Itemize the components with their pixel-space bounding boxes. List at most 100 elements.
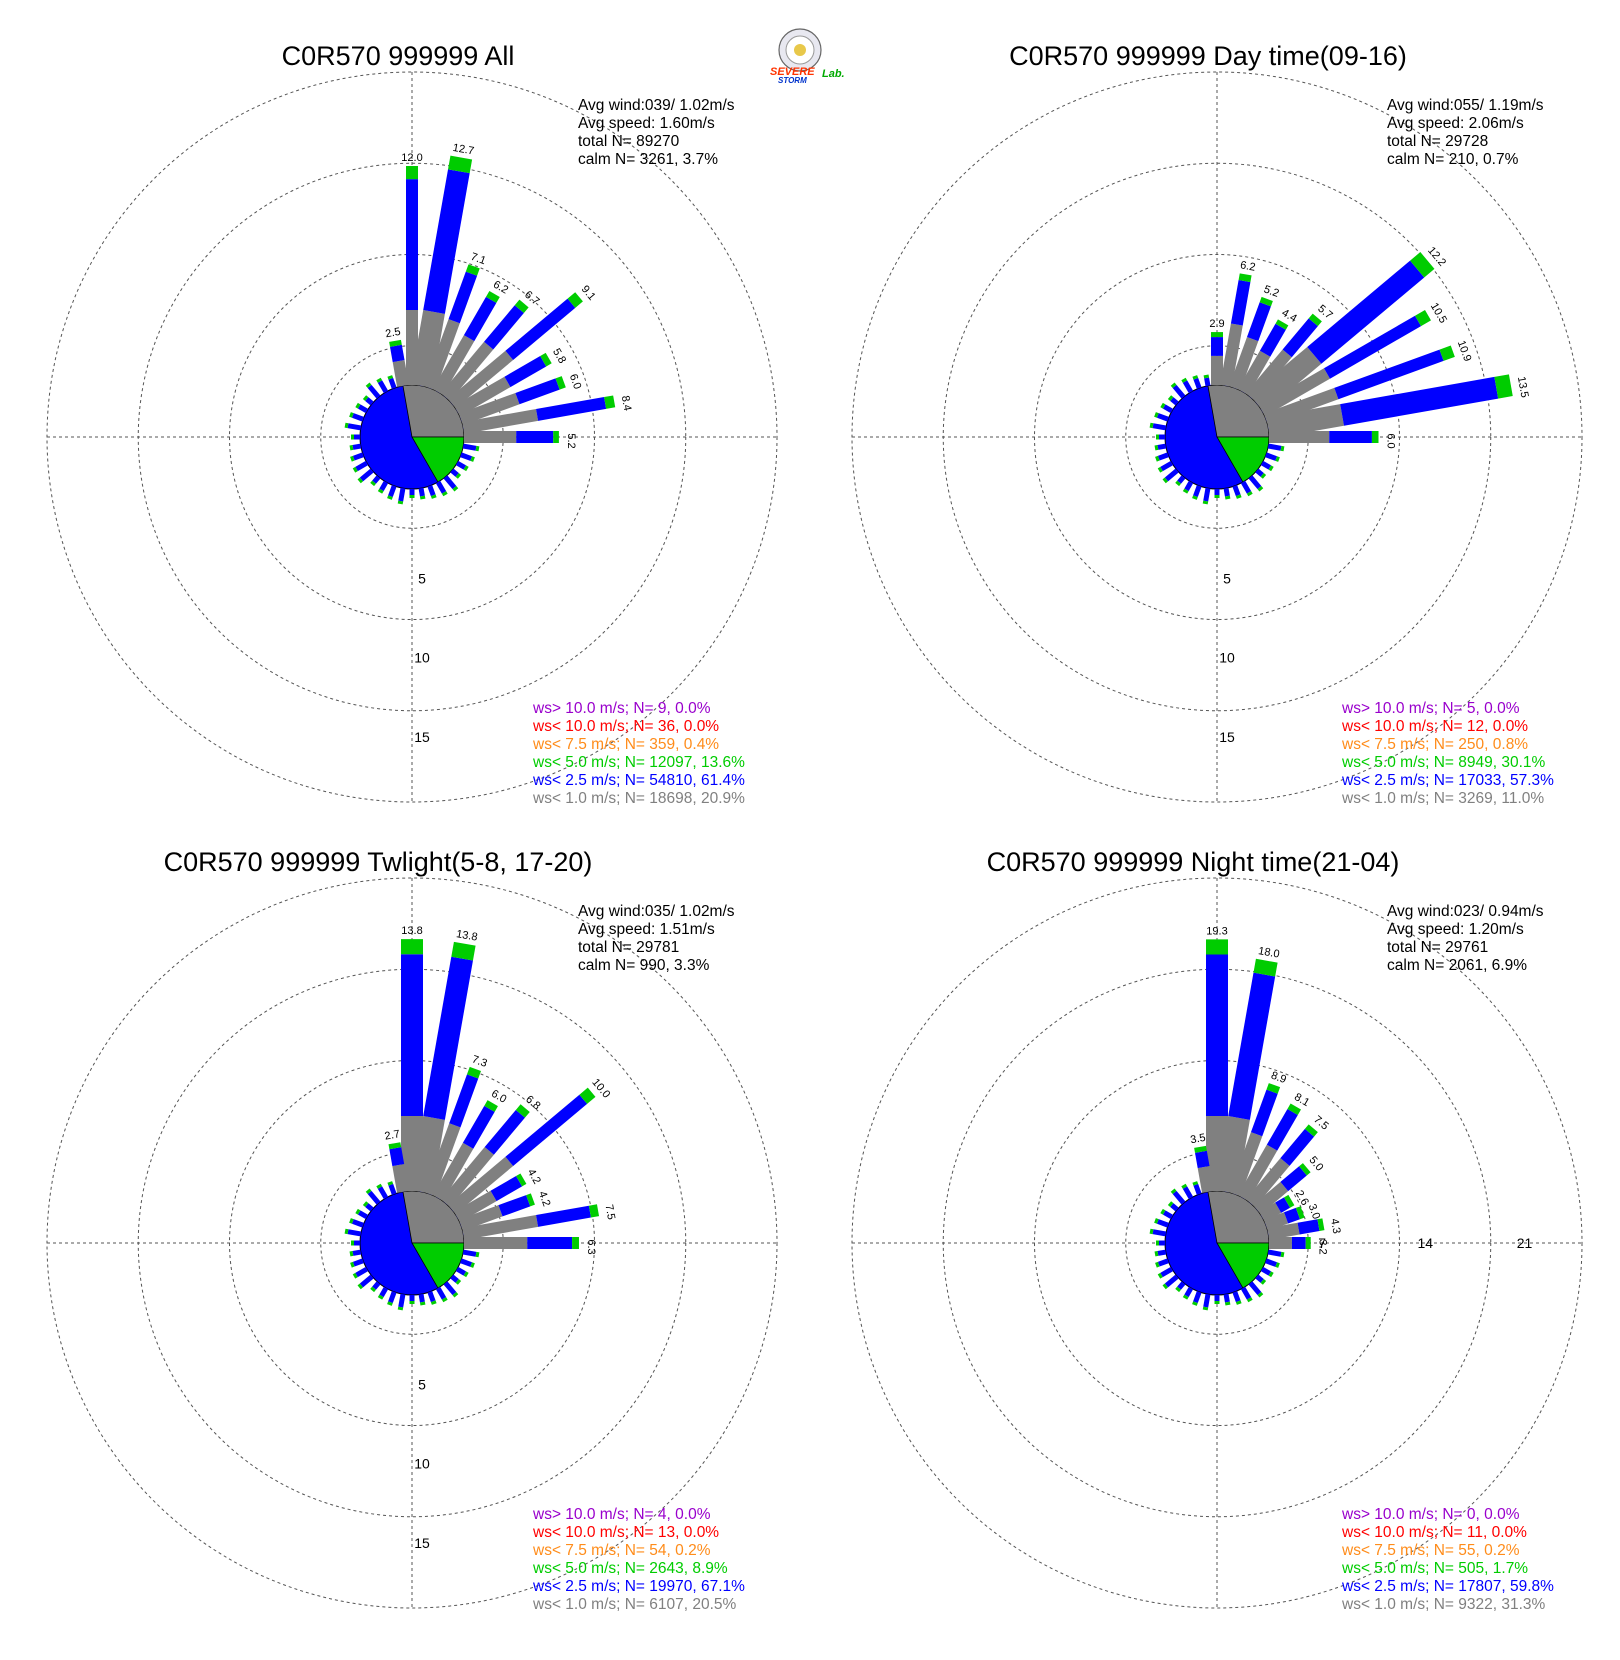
bar-label: 6.0 xyxy=(567,372,584,390)
ring-bar xyxy=(1193,377,1202,389)
ring-bar-tip xyxy=(419,495,426,500)
ring-bar-tip xyxy=(397,1306,404,1311)
sector-bars: 2.96.25.24.4 5.712.210.510.913.56.0 xyxy=(1209,245,1530,449)
ring-bar-tip xyxy=(344,422,349,429)
ring-bar xyxy=(1193,1183,1202,1195)
ring-bar-tip xyxy=(1280,1251,1285,1258)
bar-segment-lt1 xyxy=(454,376,511,417)
bar-segment-lt50 xyxy=(579,1087,596,1104)
logo-text-severe: SEVERE xyxy=(770,66,815,78)
ring-bar xyxy=(379,480,389,492)
ring-bar-tip xyxy=(350,1261,355,1268)
panel-title: C0R570 999999 Night time(21-04) xyxy=(987,847,1400,877)
legend-lt50: ws< 5.0 m/s; N= 8949, 30.1% xyxy=(1341,754,1546,771)
ring-bar xyxy=(462,443,477,451)
ring-bar xyxy=(427,485,436,497)
ring-bar xyxy=(435,1286,447,1300)
bar-label: 3.0 xyxy=(1306,1202,1323,1220)
radial-label: 7 xyxy=(1318,1235,1326,1251)
bar-segment-lt25 xyxy=(1340,376,1499,426)
bar-segment-lt1 xyxy=(1220,323,1243,387)
radial-label: 15 xyxy=(1219,729,1235,745)
bar-segment-lt25 xyxy=(505,298,576,360)
ring-bar xyxy=(388,1183,397,1195)
bar-segment-lt50 xyxy=(1410,252,1435,278)
calm-hub xyxy=(359,1190,465,1296)
ring-bar-tip xyxy=(441,1297,448,1303)
ring-bar xyxy=(351,413,364,422)
bar-label: 13.5 xyxy=(1515,376,1531,399)
ring-bar xyxy=(388,1291,397,1304)
calm-hub-green-slice xyxy=(411,1242,465,1289)
ring-bar-tip xyxy=(441,491,448,497)
ring-bar-tip xyxy=(1268,465,1274,472)
ring-bar xyxy=(379,1286,389,1298)
ring-bar-tip xyxy=(475,1251,480,1258)
legend-lt10: ws< 10.0 m/s; N= 36, 0.0% xyxy=(532,718,719,735)
radial-label: 10 xyxy=(414,1456,430,1472)
ring-bar-tip xyxy=(387,495,393,500)
ring-bar xyxy=(1177,475,1186,484)
bar-segment-lt1 xyxy=(1259,1202,1282,1223)
bar-segment-lt1 xyxy=(1245,1158,1290,1208)
panel-stats: Avg wind:023/ 0.94m/s Avg speed: 1.20m/s… xyxy=(1387,903,1544,974)
bar-label: 10.9 xyxy=(1455,339,1474,363)
bar-segment-lt1 xyxy=(1266,404,1344,439)
ring-bar-tip xyxy=(355,1208,361,1215)
ring-bar xyxy=(1267,1249,1282,1257)
bar-segment-lt1 xyxy=(458,392,520,425)
bar-segment-lt50 xyxy=(484,1100,498,1112)
bar-label: 5.2 xyxy=(565,433,577,448)
bar-segment-lt25 xyxy=(490,1175,523,1202)
ring-bar-tip xyxy=(1155,1261,1160,1268)
legend-lt25: ws< 2.5 m/s; N= 19970, 67.1% xyxy=(532,1578,745,1595)
ring-bar-tip xyxy=(455,473,462,479)
ring-bar xyxy=(1184,480,1194,492)
bar-segment-lt25 xyxy=(1195,1150,1210,1169)
calm-n-text: calm N= 990, 3.3% xyxy=(578,957,710,974)
avg-wind-text: Avg wind:023/ 0.94m/s xyxy=(1387,903,1544,920)
ring-bar-tip xyxy=(1224,495,1231,500)
ring-bar xyxy=(1170,1203,1179,1212)
ring-bar xyxy=(1164,1274,1179,1288)
bar-segment-lt1 xyxy=(440,341,494,402)
panel-all: C0R570 999999 All Avg wind:039/ 1.02m/s … xyxy=(282,41,746,807)
ring-bar xyxy=(1232,485,1241,497)
bar-segment-lt50 xyxy=(389,339,402,347)
ring-bar-tip xyxy=(1182,1294,1189,1300)
ring-bar-tip xyxy=(1203,374,1210,379)
bar-label: 4.2 xyxy=(536,1190,553,1208)
bar-segment-lt25 xyxy=(1297,1219,1320,1235)
avg-speed-text: Avg speed: 2.06m/s xyxy=(1387,115,1524,132)
sector-bars: 13.8 13.87.36.0 6.810.04.24.27.56.32.7 xyxy=(384,925,617,1254)
ring-bar-tip xyxy=(1275,1262,1280,1268)
radial-label: 14 xyxy=(1418,1235,1434,1251)
bar-label: 12.0 xyxy=(401,152,422,164)
bar-segment-lt25 xyxy=(1323,315,1422,379)
ring-bar xyxy=(1223,1293,1230,1303)
ring-bar xyxy=(1204,377,1211,387)
bar-segment-lt1 xyxy=(1197,1166,1214,1193)
legend-gt10: ws> 10.0 m/s; N= 0, 0.0% xyxy=(1341,1506,1520,1523)
ring-bar xyxy=(460,452,473,461)
ring-bar xyxy=(1172,384,1186,399)
ring-bar xyxy=(450,1274,459,1283)
bar-segment-lt1 xyxy=(432,1142,474,1201)
ring-bar-tip xyxy=(357,1283,364,1290)
panel-daytime: C0R570 999999 Day time(09-16) Avg wind:0… xyxy=(1009,41,1554,807)
bar-segment-lt50 xyxy=(465,264,480,276)
ring-bar xyxy=(1232,1291,1241,1303)
bar-segment-lt50 xyxy=(1295,1206,1305,1220)
bar-segment-lt1 xyxy=(432,335,475,395)
ring-bar xyxy=(418,487,425,497)
ring-bar-tip xyxy=(419,1301,426,1306)
bar-segment-lt25 xyxy=(423,956,473,1120)
bar-segment-lt25 xyxy=(1275,1197,1291,1213)
bar-segment-lt1 xyxy=(1249,346,1322,413)
ring-bar-tip xyxy=(1167,1201,1174,1207)
ring-bar xyxy=(1182,380,1194,394)
ring-bar xyxy=(455,460,467,470)
bar-label: 2.7 xyxy=(384,1128,401,1142)
bar-segment-lt1 xyxy=(462,409,539,434)
ring-bar-tip xyxy=(1170,382,1177,389)
